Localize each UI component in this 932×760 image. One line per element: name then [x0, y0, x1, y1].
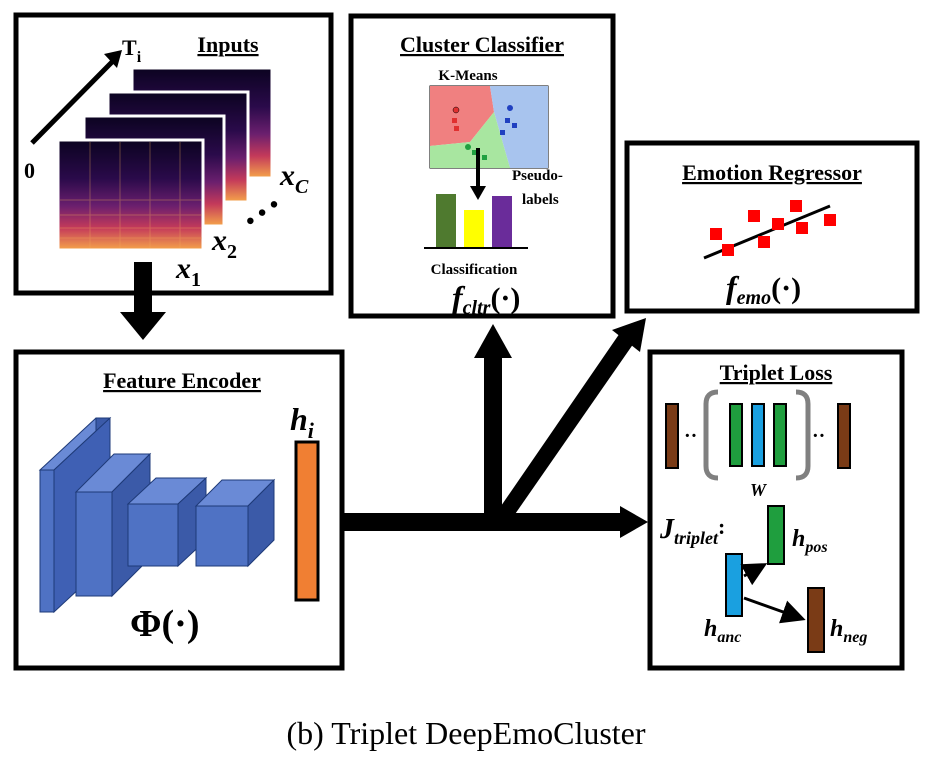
- h-pos-subscript: pos: [803, 539, 827, 556]
- svg-text:Ti: Ti: [122, 35, 142, 66]
- f-emo-label: f: [726, 269, 740, 305]
- figure-caption: (b) Triplet DeepEmoCluster: [286, 715, 645, 751]
- anc-to-pos-arrow: [740, 563, 768, 586]
- pseudo-label-line2: labels: [522, 192, 559, 208]
- svg-text:hanc: hanc: [704, 616, 741, 646]
- time-subscript: i: [137, 49, 142, 66]
- feature-encoder-panel: Feature Encoder Φ(·) hi: [13, 349, 345, 671]
- pseudo-label-bars: [424, 194, 528, 249]
- svg-text:femo(·): femo(·): [726, 269, 801, 309]
- x1-subscript: 1: [191, 269, 201, 291]
- h-neg-bar: [807, 587, 825, 653]
- triplet-loss-title: Triplet Loss: [720, 360, 833, 385]
- arrow-to-emotion-shaft: [490, 330, 636, 530]
- cluster-classifier-panel: Cluster Classifier K-Means Pseudo- label…: [348, 13, 616, 319]
- emotion-scatter-points: [710, 200, 836, 256]
- f-cltr-arg: (·): [490, 282, 520, 315]
- svg-text:fcltr(·): fcltr(·): [452, 279, 520, 319]
- x1-label: x: [175, 252, 191, 285]
- xc-label: x: [279, 159, 295, 192]
- svg-text:x1: x1: [175, 252, 201, 291]
- pseudo-label-line1: Pseudo-: [512, 168, 563, 184]
- seq-brown-right: [837, 403, 851, 469]
- inputs-title: Inputs: [197, 32, 259, 57]
- x2-label: x: [211, 224, 227, 257]
- emotion-regressor-panel: Emotion Regressor femo(·): [624, 140, 920, 314]
- h-neg-label: h: [830, 616, 843, 642]
- svg-text:hpos: hpos: [792, 526, 828, 556]
- kmeans-label: K-Means: [438, 68, 497, 84]
- seq-brown-left: [665, 403, 679, 469]
- x2-subscript: 2: [227, 241, 237, 263]
- spectrogram-stack: [56, 66, 274, 252]
- inputs-panel: Inputs Ti 0: [13, 12, 334, 296]
- anc-to-neg-arrow: [743, 596, 806, 624]
- svg-text:hneg: hneg: [830, 616, 867, 646]
- h-anc-subscript: anc: [717, 629, 741, 646]
- window-bracket-left: [703, 389, 719, 481]
- arrow-to-emotion-head: [612, 318, 646, 352]
- xc-subscript: C: [295, 176, 309, 198]
- arrow-to-triplet-head: [620, 506, 648, 538]
- j-triplet-colon: :: [718, 514, 725, 539]
- arrow-to-cluster-shaft: [484, 355, 502, 525]
- h-i-label: h: [290, 401, 308, 437]
- bar-green: [436, 194, 456, 248]
- phi-label: Φ(·): [130, 603, 200, 645]
- classification-label: Classification: [431, 262, 518, 278]
- h-i-subscript: i: [308, 418, 315, 443]
- time-axis-arrow: [30, 60, 114, 145]
- f-cltr-label: f: [452, 279, 466, 315]
- spectrogram-1: [56, 138, 205, 252]
- emotion-regressor-title: Emotion Regressor: [682, 160, 862, 185]
- h-anc-label: h: [704, 616, 717, 642]
- svg-text:··: ··: [812, 425, 825, 447]
- svg-text:··: ··: [684, 425, 697, 447]
- triplet-loss-panel: Triplet Loss ·· ·· W Jtriplet: hpos hanc…: [647, 349, 905, 671]
- cnn-layer-4: [194, 478, 276, 568]
- cluster-classifier-title: Cluster Classifier: [400, 32, 564, 57]
- window-bracket-right: [795, 389, 811, 481]
- h-pos-label: h: [792, 526, 805, 552]
- svg-text:hi: hi: [290, 401, 315, 443]
- arrow-to-cluster-head: [474, 324, 512, 358]
- time-axis-arrowhead: [104, 50, 122, 68]
- j-triplet-label: J: [659, 514, 675, 545]
- encoder-output-arrows: [342, 318, 648, 538]
- svg-text:xC: xC: [279, 159, 309, 198]
- svg-text:Jtriplet:: Jtriplet:: [659, 514, 725, 548]
- svg-text:x2: x2: [211, 224, 237, 263]
- window-label: W: [750, 480, 768, 500]
- feature-encoder-title: Feature Encoder: [103, 368, 261, 393]
- h-neg-subscript: neg: [843, 629, 867, 646]
- h-anc-bar: [725, 553, 743, 617]
- bar-purple: [492, 196, 512, 248]
- f-emo-arg: (·): [771, 272, 801, 305]
- f-cltr-subscript: cltr: [463, 297, 491, 319]
- bar-yellow: [464, 210, 484, 248]
- f-emo-subscript: emo: [737, 287, 771, 309]
- j-triplet-subscript: triplet: [674, 528, 719, 548]
- time-label: T: [122, 35, 137, 60]
- arrow-inputs-to-encoder: [120, 262, 166, 340]
- time-zero-label: 0: [24, 158, 35, 183]
- sequence-window: ·· ·· W: [665, 389, 851, 500]
- hidden-feature-bar: [294, 440, 320, 602]
- kmeans-plot: [429, 85, 549, 169]
- h-pos-bar: [767, 505, 785, 565]
